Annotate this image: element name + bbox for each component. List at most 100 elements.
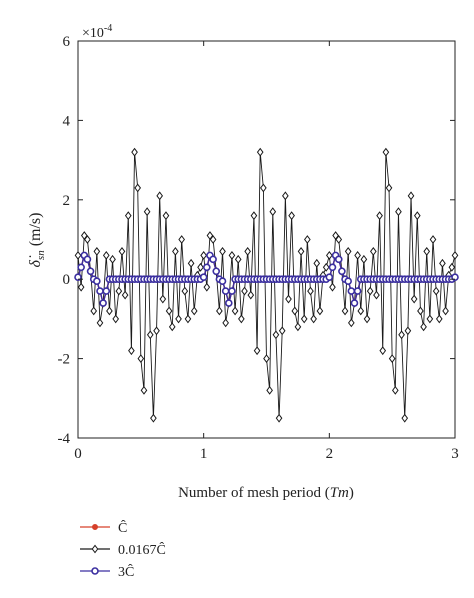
data-point <box>228 287 236 295</box>
x-tick-label: 0 <box>74 446 82 462</box>
data-point <box>216 306 223 316</box>
data-point <box>190 306 198 316</box>
legend-label: Ĉ <box>118 519 127 536</box>
data-point <box>241 286 248 296</box>
data-point <box>429 235 437 244</box>
data-point <box>448 262 456 272</box>
data-point <box>385 183 393 193</box>
data-point <box>178 235 185 244</box>
data-point <box>168 322 176 332</box>
data-point <box>250 211 258 221</box>
data-point <box>325 273 334 282</box>
data-point <box>297 246 305 256</box>
data-point <box>357 306 365 316</box>
data-point <box>278 326 286 336</box>
data-point <box>206 231 214 240</box>
data-point <box>382 147 390 157</box>
data-point <box>347 287 356 295</box>
legend-marker <box>91 567 99 575</box>
data-point <box>442 306 449 316</box>
data-point <box>231 306 239 316</box>
data-point <box>106 306 113 316</box>
data-point <box>184 314 192 324</box>
legend-label: 3Ĉ <box>118 563 134 580</box>
data-point <box>275 413 283 423</box>
data-point <box>124 211 132 221</box>
data-point <box>313 258 321 268</box>
data-point <box>329 282 336 292</box>
data-point <box>360 254 368 264</box>
data-point <box>203 282 211 292</box>
data-point <box>417 306 424 316</box>
data-point <box>410 294 418 304</box>
data-point <box>131 147 138 157</box>
data-point <box>272 330 280 340</box>
data-point <box>294 322 302 332</box>
data-point <box>212 267 221 276</box>
tick-layer: 0 1 2 3 -4 -2 0 2 4 6 <box>58 34 459 462</box>
data-point <box>221 287 230 295</box>
data-point <box>353 287 362 295</box>
data-point <box>379 346 387 356</box>
data-point <box>404 326 412 336</box>
data-point <box>423 246 431 256</box>
data-point <box>109 254 116 264</box>
x-axis-label: Number of mesh period (Tm) <box>178 485 354 501</box>
axes-box <box>77 40 456 439</box>
y-tick-label: -4 <box>58 431 71 447</box>
x-axis-label-close: ) <box>349 485 354 501</box>
series-1 <box>74 147 459 423</box>
data-point <box>238 314 245 324</box>
y-tick-label: -2 <box>58 352 71 368</box>
data-point <box>354 250 361 260</box>
data-point <box>165 306 173 316</box>
data-point <box>316 306 324 316</box>
data-point <box>288 211 295 221</box>
y-tick-label: 2 <box>63 193 71 209</box>
data-point <box>328 263 337 272</box>
data-point <box>260 183 267 193</box>
x-tick-label: 3 <box>451 446 459 462</box>
series-line <box>77 152 456 419</box>
y-multiplier-base: ×10 <box>82 26 104 41</box>
data-point <box>366 286 374 296</box>
data-point <box>435 314 443 324</box>
data-point <box>304 235 311 244</box>
data-point <box>256 147 264 157</box>
data-point <box>199 273 208 282</box>
y-tick-label: 6 <box>63 34 71 50</box>
data-point <box>335 235 343 244</box>
data-point <box>244 246 251 256</box>
data-point <box>146 330 154 340</box>
x-axis-label-text: Number of mesh period ( <box>178 485 330 501</box>
data-point <box>156 191 164 201</box>
data-point <box>341 306 349 316</box>
data-point <box>143 207 151 217</box>
data-point <box>181 286 189 296</box>
data-point <box>203 263 211 272</box>
data-point <box>93 277 101 285</box>
data-point <box>247 290 255 300</box>
data-point <box>96 318 104 328</box>
data-point <box>420 322 427 332</box>
data-point <box>140 385 148 395</box>
data-point <box>334 255 343 264</box>
data-point <box>118 246 126 256</box>
data-point <box>209 235 217 244</box>
data-point <box>200 250 207 260</box>
data-point <box>263 354 270 364</box>
data-point <box>432 286 440 296</box>
data-point <box>77 282 85 292</box>
data-point <box>121 290 129 300</box>
data-point <box>84 235 91 244</box>
data-point <box>363 314 371 324</box>
data-point <box>407 191 415 201</box>
y-multiplier-label: ×10-4 <box>82 23 112 41</box>
data-point <box>253 346 261 356</box>
data-point <box>344 246 352 256</box>
data-point <box>219 246 226 256</box>
data-point <box>150 413 157 423</box>
data-point <box>90 306 98 316</box>
data-point <box>77 263 85 272</box>
